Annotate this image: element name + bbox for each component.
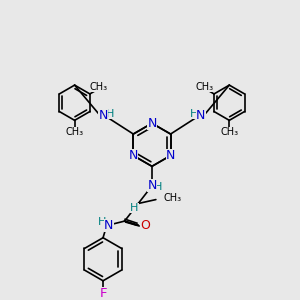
Text: CH₃: CH₃ [196, 82, 214, 92]
Text: N: N [129, 149, 138, 162]
Text: N: N [98, 109, 108, 122]
Text: F: F [99, 287, 107, 300]
Text: H: H [190, 110, 198, 119]
Text: N: N [166, 149, 175, 162]
Text: H: H [106, 110, 114, 119]
Text: H: H [130, 203, 139, 213]
Text: CH₃: CH₃ [90, 82, 108, 92]
Text: N: N [196, 109, 206, 122]
Text: CH₃: CH₃ [164, 193, 182, 202]
Text: N: N [147, 117, 157, 130]
Text: CH₃: CH₃ [66, 127, 84, 137]
Text: N: N [104, 218, 114, 232]
Text: CH₃: CH₃ [220, 127, 238, 137]
Text: H: H [154, 182, 162, 192]
Text: O: O [140, 218, 150, 232]
Text: N: N [147, 179, 157, 192]
Text: H: H [98, 217, 106, 227]
